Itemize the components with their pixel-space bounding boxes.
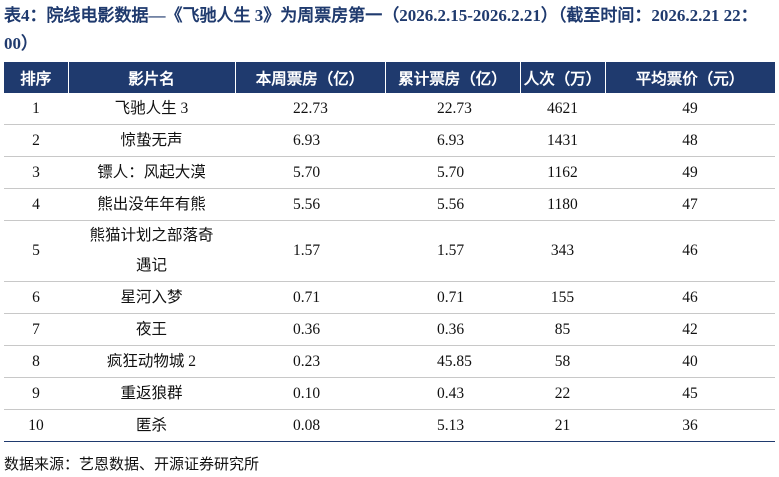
header-row: 排序 影片名 本周票房（亿） 累计票房（亿） 人次（万） 平均票价（元） — [4, 62, 776, 93]
header-cell: 本周票房（亿） — [235, 62, 386, 93]
table-cell: 6 — [4, 281, 68, 314]
table-cell: 1180 — [520, 188, 605, 221]
table-cell: 5.56 — [385, 188, 520, 221]
table-cell: 47 — [605, 188, 775, 221]
table-cell: 5.70 — [235, 156, 385, 189]
table-cell: 0.08 — [235, 409, 385, 442]
table-cell: 疯狂动物城 2 — [68, 345, 235, 378]
table-row: 7 夜王 0.36 0.36 85 42 — [4, 313, 775, 346]
table-cell: 0.43 — [385, 377, 520, 410]
table-cell: 155 — [520, 281, 605, 314]
table-cell: 5 — [4, 220, 68, 282]
table-cell: 星河入梦 — [68, 281, 235, 314]
table-row: 2 惊蛰无声 6.93 6.93 1431 48 — [4, 124, 775, 157]
table-row: 10 匿杀 0.08 5.13 21 36 — [4, 409, 775, 442]
table-cell: 1.57 — [235, 220, 385, 282]
table-row: 4 熊出没年年有熊 5.56 5.56 1180 47 — [4, 188, 775, 221]
table-cell: 45 — [605, 377, 775, 410]
table-cell: 9 — [4, 377, 68, 410]
table-cell: 22 — [520, 377, 605, 410]
header-cell: 人次（万） — [520, 62, 606, 93]
header-cell: 影片名 — [68, 62, 236, 93]
table-cell: 6.93 — [385, 124, 520, 157]
table-cell: 0.36 — [235, 313, 385, 346]
source-note: 数据来源：艺恩数据、开源证券研究所 — [4, 457, 260, 473]
table-cell: 8 — [4, 345, 68, 378]
table-row: 6 星河入梦 0.71 0.71 155 46 — [4, 281, 775, 314]
table-cell: 熊出没年年有熊 — [68, 188, 235, 221]
table-cell: 镖人：风起大漠 — [68, 156, 235, 189]
table-cell: 重返狼群 — [68, 377, 235, 410]
table-cell: 21 — [520, 409, 605, 442]
table-row: 9 重返狼群 0.10 0.43 22 45 — [4, 377, 775, 410]
table-cell: 46 — [605, 220, 775, 282]
table-cell: 1431 — [520, 124, 605, 157]
table-cell: 58 — [520, 345, 605, 378]
table-cell: 0.10 — [235, 377, 385, 410]
table-cell: 5.56 — [235, 188, 385, 221]
table-cell: 2 — [4, 124, 68, 157]
table-cell: 0.36 — [385, 313, 520, 346]
table-cell: 5.70 — [385, 156, 520, 189]
table-cell: 3 — [4, 156, 68, 189]
table-cell: 1.57 — [385, 220, 520, 282]
table-row: 3 镖人：风起大漠 5.70 5.70 1162 49 — [4, 156, 775, 189]
table-cell: 22.73 — [235, 93, 385, 125]
table-cell: 10 — [4, 409, 68, 442]
table-cell: 36 — [605, 409, 775, 442]
header-cell: 累计票房（亿） — [385, 62, 521, 93]
table-cell: 0.71 — [235, 281, 385, 314]
table-cell: 4 — [4, 188, 68, 221]
table-cell: 343 — [520, 220, 605, 282]
table-row: 1 飞驰人生 3 22.73 22.73 4621 49 — [4, 93, 775, 125]
table-cell: 45.85 — [385, 345, 520, 378]
table-cell: 85 — [520, 313, 605, 346]
table-cell: 5.13 — [385, 409, 520, 442]
table-cell: 46 — [605, 281, 775, 314]
table-cell: 夜王 — [68, 313, 235, 346]
table-cell: 49 — [605, 156, 775, 189]
table-cell: 6.93 — [235, 124, 385, 157]
table-cell: 熊猫计划之部落奇遇记 — [68, 220, 235, 282]
header-cell: 平均票价（元） — [605, 62, 776, 93]
table-cell: 22.73 — [385, 93, 520, 125]
table-title: 表4：院线电影数据—《飞驰人生 3》为周票房第一（2026.2.15-2026.… — [4, 6, 758, 53]
table-cell: 0.23 — [235, 345, 385, 378]
table-cell: 42 — [605, 313, 775, 346]
table-cell: 1162 — [520, 156, 605, 189]
header-cell: 排序 — [4, 62, 69, 93]
table-cell: 1 — [4, 93, 68, 125]
table-cell: 48 — [605, 124, 775, 157]
table-cell: 0.71 — [385, 281, 520, 314]
table-cell: 匿杀 — [68, 409, 235, 442]
table-cell: 飞驰人生 3 — [68, 93, 235, 125]
table-cell: 49 — [605, 93, 775, 125]
table-body: 1 飞驰人生 3 22.73 22.73 4621 49 2 惊蛰无声 6.93 6.93 1431… — [4, 93, 775, 442]
table-cell: 7 — [4, 313, 68, 346]
table-cell: 4621 — [520, 93, 605, 125]
table-cell: 惊蛰无声 — [68, 124, 235, 157]
table-row: 8 疯狂动物城 2 0.23 45.85 58 40 — [4, 345, 775, 378]
table-row: 5 熊猫计划之部落奇遇记 1.57 1.57 343 46 — [4, 220, 775, 282]
table-cell: 40 — [605, 345, 775, 378]
